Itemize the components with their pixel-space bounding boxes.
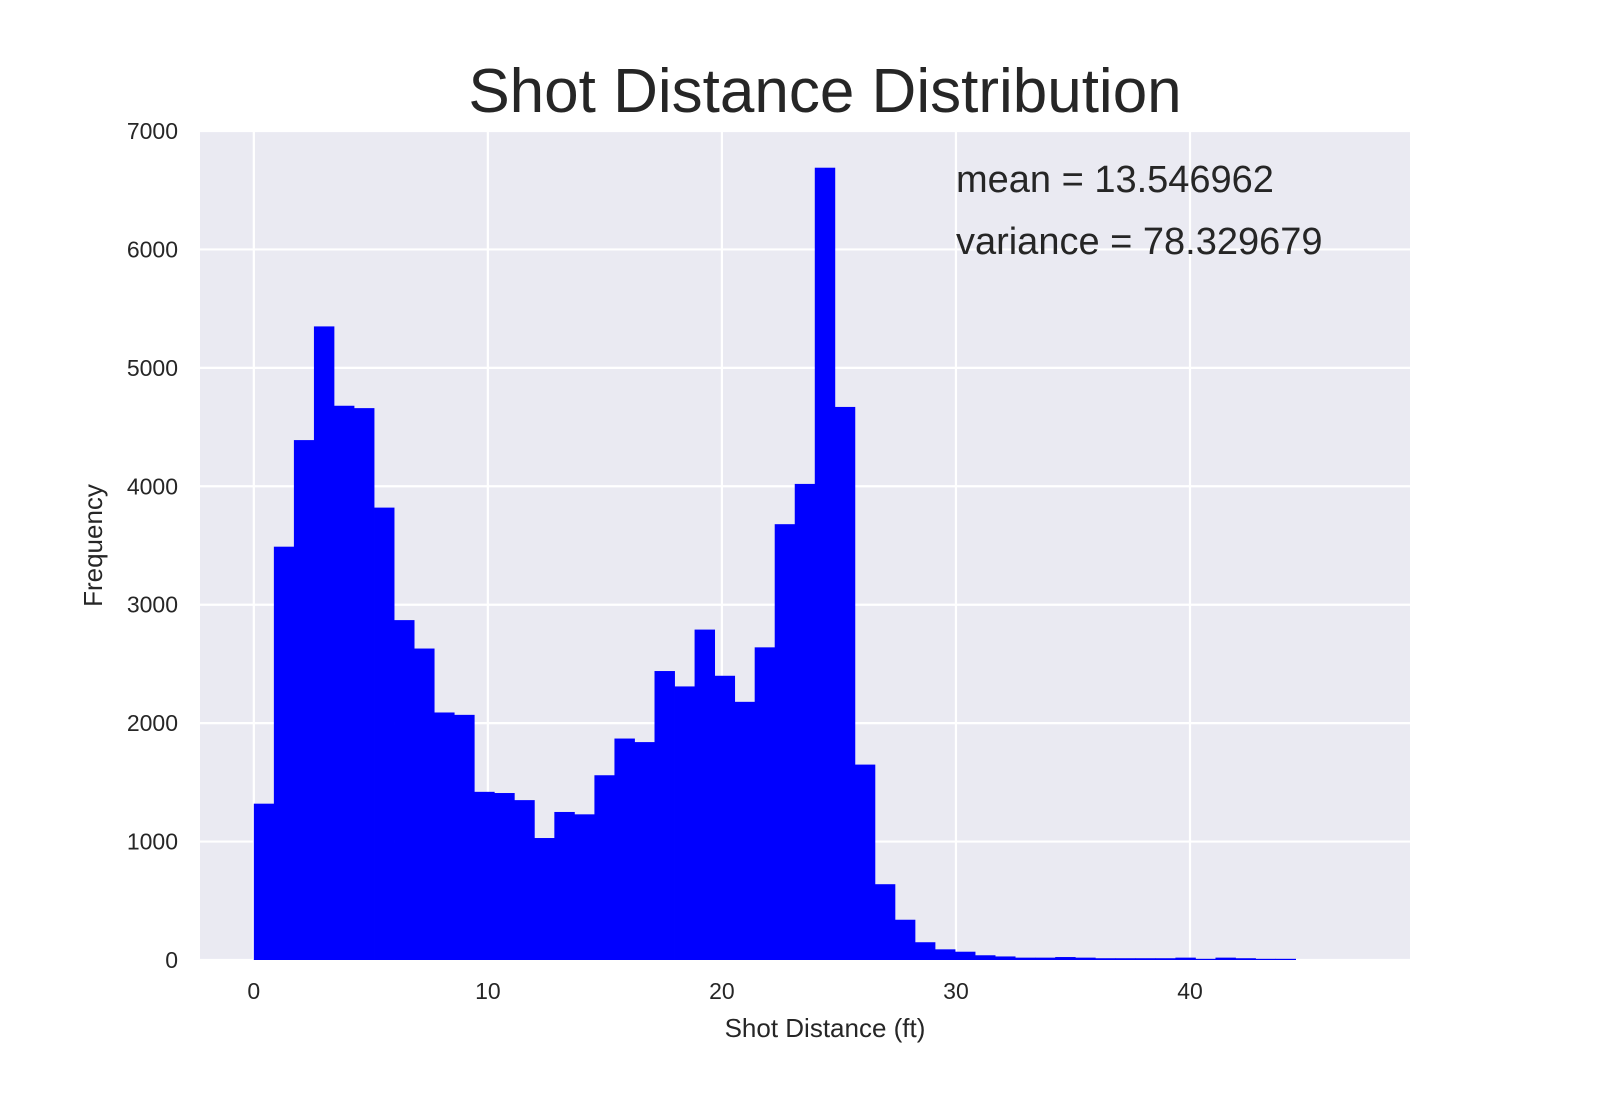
y-tick-label: 6000 — [127, 236, 178, 262]
histogram-bar — [534, 838, 555, 960]
histogram-bar — [313, 326, 335, 961]
x-tick-label: 0 — [247, 978, 260, 1004]
histogram-bar — [574, 814, 595, 960]
y-axis-label: Frequency — [78, 484, 108, 607]
histogram-bar — [614, 738, 635, 960]
histogram-bar — [554, 811, 575, 960]
histogram-bar — [694, 629, 716, 960]
histogram-bar — [874, 884, 896, 960]
histogram-bar — [1235, 958, 1256, 960]
histogram-bar — [674, 686, 695, 960]
histogram-bar — [1095, 958, 1116, 960]
histogram-bar — [794, 483, 816, 960]
x-tick-label: 40 — [1177, 978, 1203, 1004]
x-axis-label: Shot Distance (ft) — [725, 1013, 926, 1043]
histogram-bar — [1255, 958, 1276, 960]
histogram-bar — [975, 955, 996, 960]
histogram-bar — [1075, 957, 1096, 960]
variance-annotation: variance = 78.329679 — [956, 221, 1323, 263]
mean-annotation: mean = 13.546962 — [956, 159, 1274, 201]
histogram-bar — [594, 775, 615, 960]
histogram-bar — [934, 949, 956, 960]
histogram-bar — [1135, 958, 1156, 960]
histogram-bar — [273, 546, 295, 960]
histogram-bar — [754, 647, 776, 960]
histogram-bar — [1175, 957, 1196, 960]
histogram-bar — [1055, 957, 1076, 960]
histogram-bar — [914, 942, 936, 960]
x-tick-label: 10 — [475, 978, 501, 1004]
histogram-bar — [454, 714, 475, 960]
histogram-bar — [414, 648, 435, 960]
histogram-bar — [1275, 958, 1296, 960]
histogram-bar — [955, 951, 976, 960]
chart-title: Shot Distance Distribution — [468, 57, 1181, 126]
bars — [253, 167, 1296, 961]
y-tick-label: 1000 — [127, 829, 178, 855]
histogram-bar — [1035, 957, 1056, 960]
histogram-bar — [1115, 958, 1136, 960]
tick-labels: 0 1000 2000 3000 4000 5000 6000 7000 0 10 20 30 40 — [127, 118, 1203, 1004]
histogram-bar — [374, 507, 395, 960]
histogram-bar — [854, 764, 876, 960]
histogram-bar — [494, 793, 515, 960]
y-tick-label: 0 — [165, 947, 178, 973]
histogram-bar — [474, 791, 495, 960]
histogram-bar — [634, 742, 655, 960]
y-tick-label: 7000 — [127, 118, 178, 144]
histogram-bar — [834, 406, 856, 960]
histogram-bar — [1155, 958, 1176, 960]
histogram-bar — [394, 620, 415, 960]
histogram-bar — [1195, 958, 1216, 960]
histogram-bar — [1015, 957, 1036, 960]
histogram-bar — [434, 712, 455, 960]
histogram-bar — [1215, 957, 1236, 960]
y-tick-label: 5000 — [127, 355, 178, 381]
histogram-bar — [354, 408, 375, 960]
histogram-bar — [774, 524, 796, 960]
histogram-bar — [514, 800, 535, 960]
histogram-bar — [894, 919, 916, 960]
histogram-bar — [654, 671, 675, 960]
y-tick-label: 2000 — [127, 710, 178, 736]
histogram-bar — [333, 405, 355, 960]
histogram-bar — [293, 440, 315, 960]
histogram-bar — [253, 803, 275, 960]
y-tick-label: 4000 — [127, 473, 178, 499]
histogram-bar — [995, 956, 1016, 960]
y-tick-label: 3000 — [127, 592, 178, 618]
x-tick-label: 30 — [943, 978, 969, 1004]
histogram-bar — [814, 167, 836, 960]
histogram-bar — [734, 701, 756, 960]
histogram-bar — [714, 675, 736, 960]
x-tick-label: 20 — [709, 978, 735, 1004]
